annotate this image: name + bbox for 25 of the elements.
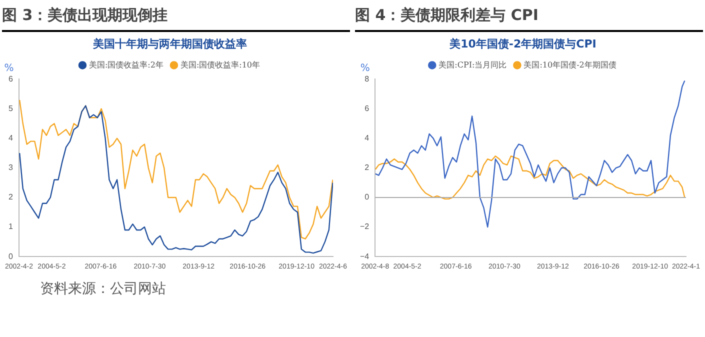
legend-label: 美国:国债收益率:2年: [88, 60, 164, 70]
text: 资料来源：公司网站: [39, 280, 167, 298]
y-tick-label: −2: [360, 222, 370, 232]
y-tick-label: 8: [364, 74, 370, 84]
y-tick-label: 4: [364, 134, 370, 143]
y-tick-label: 1: [8, 222, 14, 232]
y-tick-label: 6: [364, 104, 370, 113]
y-tick-label: 2: [8, 192, 14, 202]
chart-title: 图 3：美债出现期现倒挂: [2, 5, 169, 26]
y-tick-label: 2: [364, 163, 370, 172]
y-tick-label: 0: [8, 252, 14, 261]
legend-label: 美国:CPI:当月同比: [438, 60, 507, 70]
y-tick-label: −4: [360, 252, 370, 261]
legend-label: 美国:10年国债-2年期国债: [524, 60, 616, 70]
chart-title: 图 4：美债期限利差与 CPI: [355, 5, 540, 26]
y-tick-label: 6: [8, 74, 14, 84]
y-tick-label: 5: [8, 104, 14, 113]
chart-subtitle: 美国十年期与两年期国债收益率: [92, 37, 247, 50]
y-tick-label: 0: [364, 192, 370, 202]
chart-subtitle: 美10年国债-2年期国债与CPI: [448, 37, 596, 50]
y-axis-title: %: [4, 62, 14, 74]
y-tick-label: 4: [8, 134, 14, 143]
y-axis-title: %: [360, 62, 370, 74]
legend-label: 美国:国债收益率:10年: [180, 60, 260, 70]
y-tick-label: 3: [8, 163, 14, 172]
